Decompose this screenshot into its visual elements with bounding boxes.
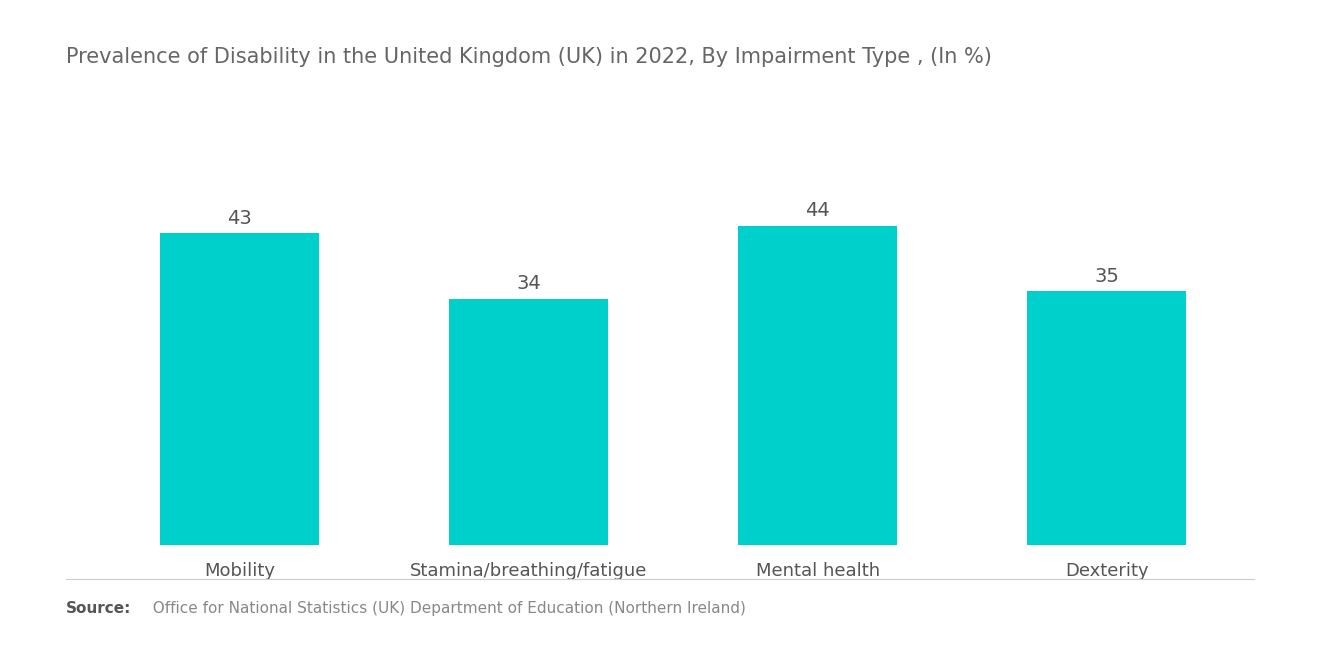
Text: 44: 44: [805, 201, 830, 220]
Text: 35: 35: [1094, 267, 1119, 285]
Bar: [160, 233, 319, 545]
Text: 34: 34: [516, 274, 541, 293]
Bar: [1027, 291, 1187, 545]
Bar: [738, 226, 898, 545]
Bar: [449, 299, 609, 545]
Text: Source:: Source:: [66, 601, 132, 616]
Text: Prevalence of Disability in the United Kingdom (UK) in 2022, By Impairment Type : Prevalence of Disability in the United K…: [66, 47, 991, 66]
Text: Office for National Statistics (UK) Department of Education (Northern Ireland): Office for National Statistics (UK) Depa…: [143, 601, 746, 616]
Text: 43: 43: [227, 209, 252, 227]
